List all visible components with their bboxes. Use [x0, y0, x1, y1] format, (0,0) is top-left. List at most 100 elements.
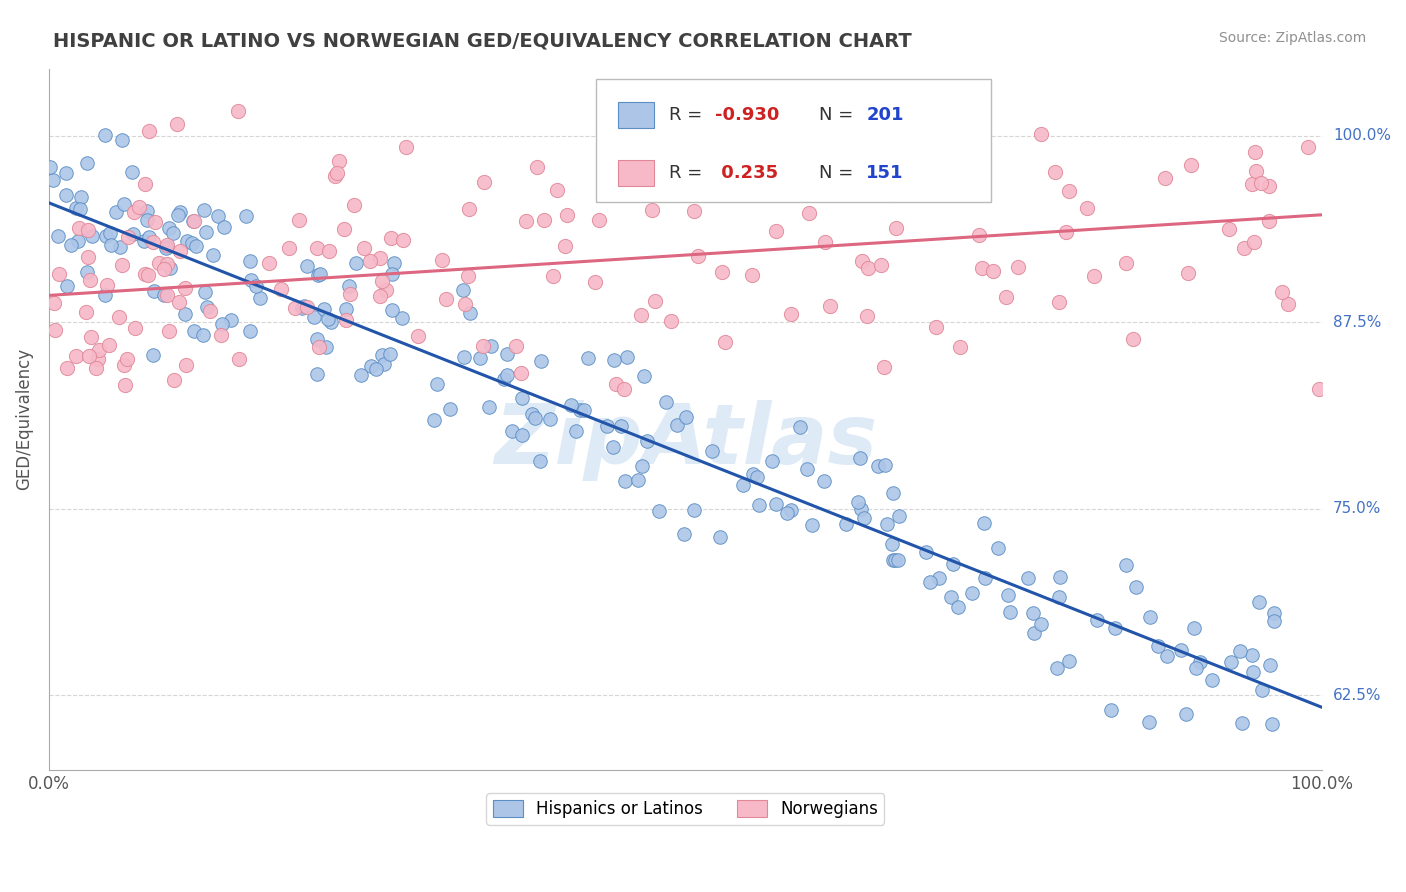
Point [533, 212, 555, 227]
Point [70, 190, 93, 204]
Point [249, 291, 271, 305]
Point [77, 250, 100, 264]
Point [295, 300, 318, 314]
Point [162, 373, 184, 387]
Point [55, 188, 77, 202]
Point [183, 214, 205, 228]
Point [1233, 241, 1256, 255]
Point [928, 571, 950, 585]
Point [157, 324, 180, 338]
Point [478, 400, 501, 414]
Text: ZipAtlas: ZipAtlas [494, 400, 877, 481]
Point [602, 440, 624, 454]
Point [510, 391, 533, 405]
Point [59, 237, 82, 252]
Legend: Hispanics or Latinos, Norwegians: Hispanics or Latinos, Norwegians [486, 793, 884, 825]
Point [343, 198, 366, 212]
Point [457, 269, 479, 284]
Point [134, 234, 156, 248]
Point [111, 133, 134, 147]
Point [709, 530, 731, 544]
Point [211, 318, 233, 332]
Point [76, 156, 98, 170]
Point [98, 227, 121, 241]
Point [939, 591, 962, 605]
Point [156, 257, 179, 271]
Point [665, 175, 688, 189]
Point [439, 402, 461, 417]
Point [1241, 665, 1264, 679]
Point [454, 297, 477, 311]
Point [761, 454, 783, 468]
Point [682, 204, 704, 219]
Text: 75.0%: 75.0% [1333, 501, 1381, 516]
Point [257, 256, 280, 270]
Point [884, 220, 907, 235]
Point [1182, 621, 1205, 635]
Point [583, 275, 606, 289]
Point [67, 221, 90, 235]
Point [1241, 177, 1264, 191]
Point [337, 279, 360, 293]
Point [323, 169, 346, 184]
Point [195, 300, 218, 314]
Point [245, 279, 267, 293]
Point [555, 208, 578, 222]
Point [350, 368, 373, 382]
Point [207, 209, 229, 223]
Point [174, 307, 197, 321]
Point [406, 329, 429, 343]
Point [1263, 614, 1285, 628]
Point [1115, 558, 1137, 573]
Point [270, 282, 292, 296]
Point [505, 339, 527, 353]
Text: Source: ZipAtlas.com: Source: ZipAtlas.com [1219, 31, 1367, 45]
Point [1277, 296, 1299, 310]
Point [1246, 164, 1268, 178]
Text: -0.930: -0.930 [714, 106, 779, 124]
Text: N =: N = [820, 106, 859, 124]
Point [949, 340, 972, 354]
Point [1241, 648, 1264, 662]
Point [114, 378, 136, 392]
Point [458, 306, 481, 320]
Point [169, 244, 191, 259]
Point [328, 154, 350, 169]
Point [44, 296, 66, 310]
Point [143, 215, 166, 229]
Point [314, 301, 336, 316]
Point [1260, 658, 1282, 673]
Point [997, 588, 1019, 602]
Point [193, 203, 215, 218]
Point [1258, 179, 1281, 194]
Point [1218, 221, 1240, 235]
FancyBboxPatch shape [619, 102, 654, 128]
Point [380, 231, 402, 245]
Point [1232, 716, 1254, 731]
Point [987, 541, 1010, 556]
Point [1085, 613, 1108, 627]
Point [501, 424, 523, 438]
Point [284, 301, 307, 316]
Y-axis label: GED/Equivalency: GED/Equivalency [15, 348, 32, 491]
Point [796, 462, 818, 476]
Point [876, 516, 898, 531]
Point [1250, 176, 1272, 190]
Point [1154, 170, 1177, 185]
Point [38, 161, 60, 175]
Point [115, 351, 138, 366]
Point [882, 553, 904, 567]
Point [714, 334, 737, 349]
Point [748, 498, 770, 512]
Point [117, 230, 139, 244]
Point [80, 228, 103, 243]
Point [159, 260, 181, 275]
Text: HISPANIC OR LATINO VS NORWEGIAN GED/EQUIVALENCY CORRELATION CHART: HISPANIC OR LATINO VS NORWEGIAN GED/EQUI… [53, 31, 912, 50]
Point [970, 260, 993, 275]
Point [1045, 165, 1067, 179]
Point [813, 474, 835, 488]
Point [380, 347, 402, 361]
Point [86, 351, 108, 366]
Point [368, 289, 391, 303]
Point [288, 212, 311, 227]
